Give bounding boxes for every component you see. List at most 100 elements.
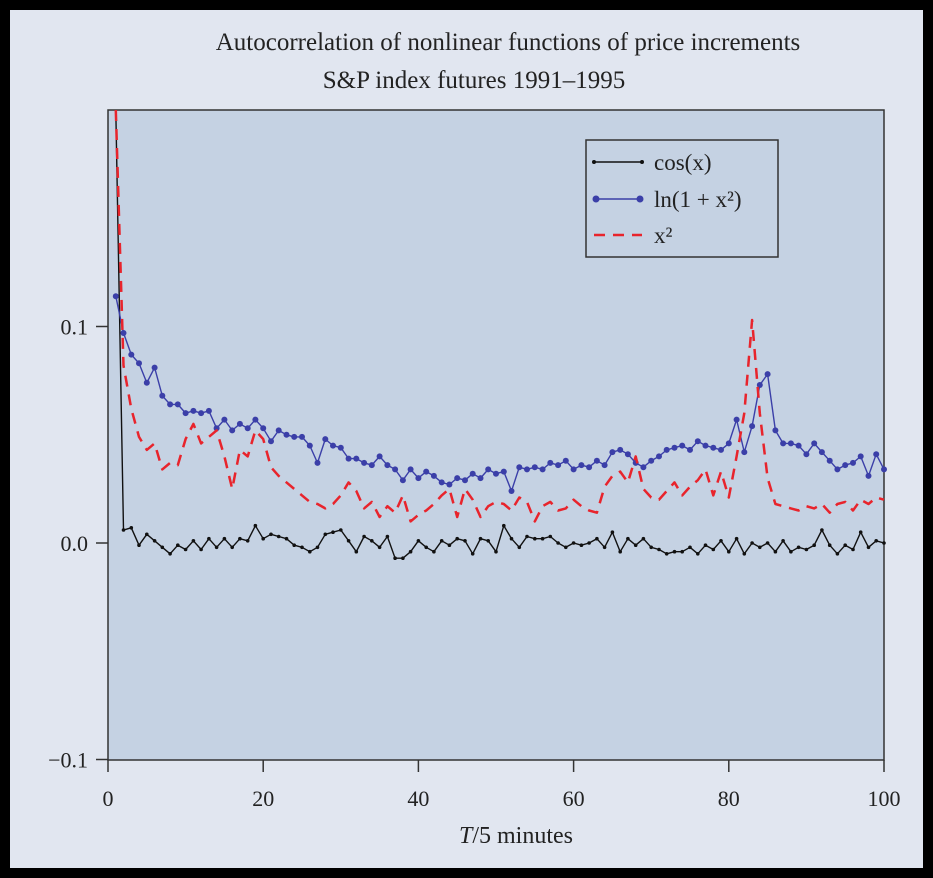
y-tick-label: 0.1 <box>61 315 89 340</box>
data-point-cos <box>377 545 382 550</box>
data-point-ln <box>260 425 267 432</box>
data-point-ln <box>454 475 461 482</box>
chart-subtitle: S&P index futures 1991–1995 <box>323 67 626 94</box>
data-point-ln <box>252 416 259 423</box>
data-point-cos <box>556 541 560 545</box>
data-point-cos <box>168 552 172 556</box>
chart-title: Autocorrelation of nonlinear functions o… <box>216 29 801 56</box>
data-point-cos <box>253 523 258 528</box>
data-point-ln <box>314 459 321 466</box>
data-point-cos <box>331 530 335 534</box>
data-point-cos <box>509 536 514 541</box>
legend-marker-ln <box>636 195 644 203</box>
data-point-ln <box>733 416 740 423</box>
data-point-cos <box>199 547 203 552</box>
data-point-ln <box>322 436 329 443</box>
data-point-ln <box>337 444 344 451</box>
data-point-cos <box>657 547 661 552</box>
data-point-cos <box>564 545 568 550</box>
data-point-cos <box>812 543 816 547</box>
data-point-ln <box>741 449 748 456</box>
data-point-cos <box>401 556 405 560</box>
data-point-ln <box>120 330 127 336</box>
data-point-cos <box>354 549 359 554</box>
data-point-ln <box>198 410 205 417</box>
data-point-ln <box>772 427 779 434</box>
legend-marker-cos <box>640 160 644 164</box>
data-point-cos <box>362 534 366 539</box>
data-point-cos <box>191 539 196 543</box>
data-point-ln <box>392 466 399 473</box>
data-point-ln <box>423 468 430 475</box>
data-point-cos <box>502 523 506 528</box>
data-point-cos <box>276 534 281 539</box>
data-point-cos <box>758 545 762 550</box>
data-point-cos <box>323 532 328 537</box>
data-point-ln <box>811 440 818 447</box>
data-point-ln <box>291 433 298 440</box>
data-point-cos <box>455 536 460 541</box>
x-tick-label: 40 <box>407 786 429 811</box>
data-point-cos <box>145 532 149 537</box>
data-point-ln <box>462 477 468 484</box>
data-point-cos <box>633 543 638 547</box>
data-point-cos <box>346 539 351 543</box>
data-point-cos <box>416 539 421 543</box>
data-point-ln <box>803 451 810 458</box>
x-tick-label: 80 <box>718 786 740 811</box>
data-point-ln <box>469 470 476 477</box>
data-point-ln <box>702 442 709 449</box>
data-point-ln <box>299 433 305 440</box>
data-point-ln <box>485 466 492 473</box>
data-point-ln <box>570 466 577 473</box>
data-point-cos <box>207 536 211 541</box>
data-point-ln <box>268 438 274 445</box>
data-point-ln <box>376 453 383 460</box>
data-point-ln <box>531 464 538 471</box>
series-layer <box>112 109 887 560</box>
data-point-ln <box>718 446 724 453</box>
data-point-ln <box>205 407 212 414</box>
data-point-cos <box>866 545 871 550</box>
data-point-ln <box>842 462 849 469</box>
data-point-cos <box>680 549 684 554</box>
legend-marker-ln <box>592 195 600 203</box>
data-point-ln <box>764 371 771 378</box>
data-point-ln <box>562 457 569 464</box>
data-point-ln <box>430 472 437 479</box>
data-point-cos <box>160 545 165 550</box>
data-point-ln <box>624 451 631 458</box>
data-point-ln <box>159 392 166 399</box>
data-point-cos <box>610 530 615 534</box>
data-point-ln <box>330 442 336 449</box>
data-point-cos <box>804 547 809 552</box>
data-point-cos <box>533 536 537 541</box>
data-point-cos <box>308 549 312 554</box>
data-point-cos <box>843 543 847 547</box>
data-point-ln <box>399 477 406 484</box>
data-point-cos <box>269 532 273 537</box>
data-point-cos <box>339 528 343 532</box>
data-point-ln <box>213 425 220 432</box>
data-point-ln <box>725 440 732 447</box>
data-point-ln <box>151 364 158 371</box>
data-point-ln <box>663 446 670 453</box>
data-point-ln <box>174 401 181 408</box>
data-point-ln <box>756 382 763 388</box>
data-point-cos <box>711 547 716 552</box>
data-point-cos <box>385 534 390 539</box>
data-point-cos <box>851 547 855 552</box>
data-point-ln <box>384 462 391 469</box>
data-point-ln <box>656 453 662 460</box>
data-point-cos <box>370 539 374 543</box>
data-point-cos <box>796 545 801 550</box>
data-point-ln <box>787 440 794 447</box>
legend-label-ln: ln(1 + x²) <box>654 187 742 212</box>
data-point-cos <box>486 539 491 543</box>
data-point-ln <box>865 472 872 479</box>
data-point-ln <box>345 455 352 462</box>
data-point-ln <box>780 440 787 447</box>
data-point-cos <box>858 530 863 534</box>
legend-label-cos: cos(x) <box>654 150 711 175</box>
